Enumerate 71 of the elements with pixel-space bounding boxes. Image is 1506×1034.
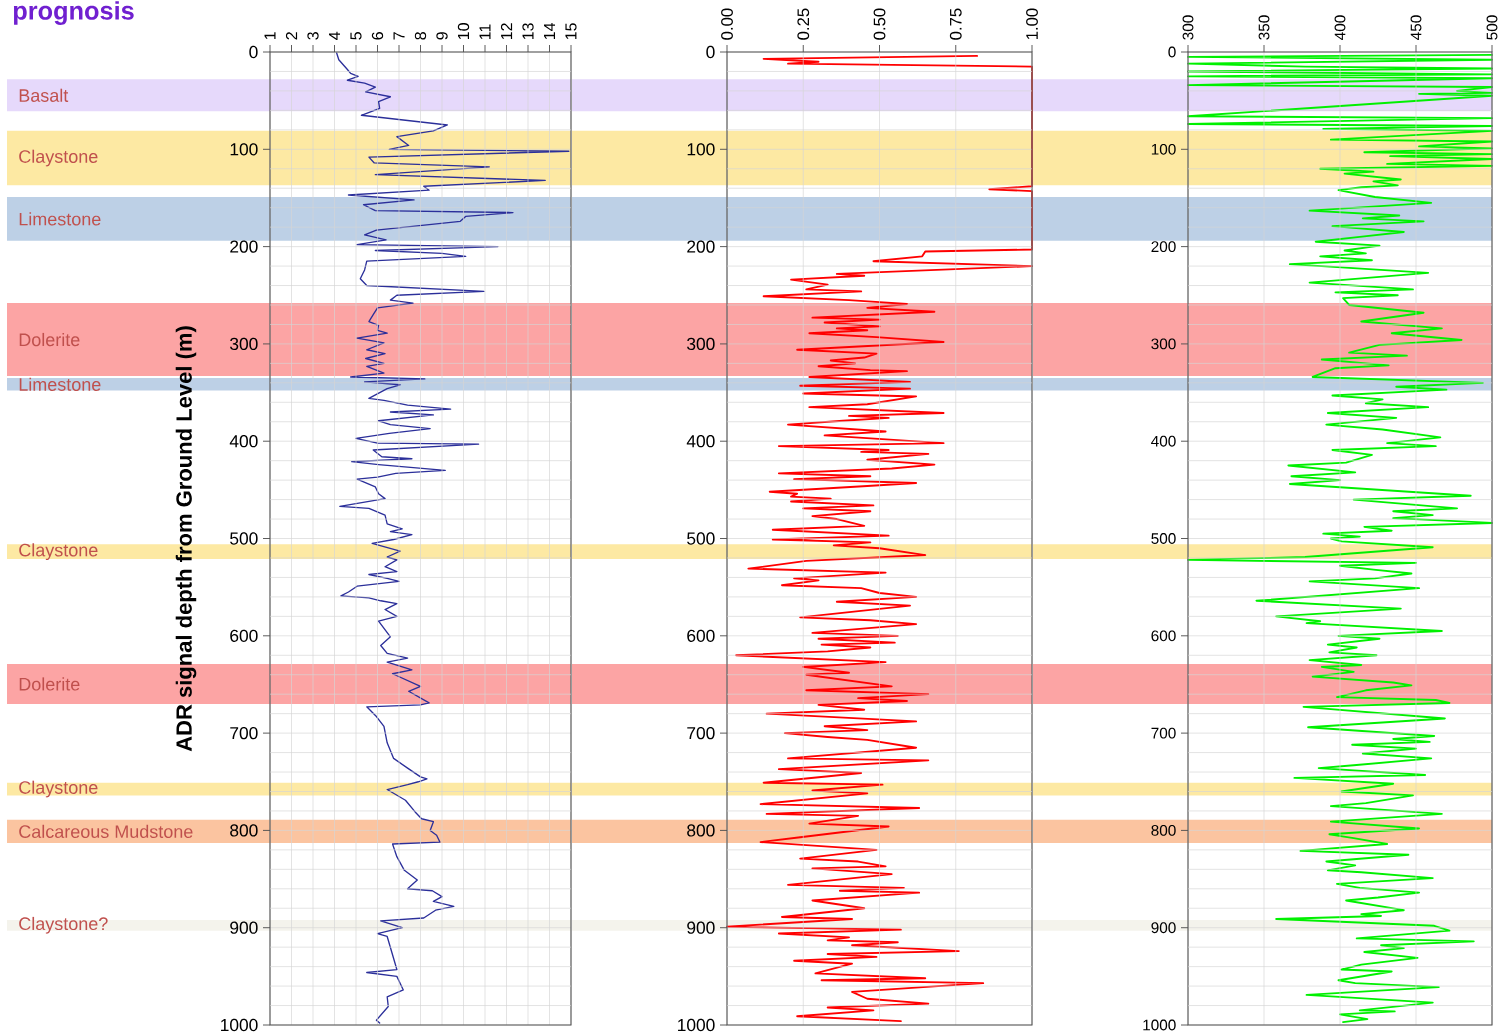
- x-tick-label: 13: [522, 23, 534, 40]
- band-label: Dolerite: [19, 332, 80, 347]
- x-tick-label: 14: [544, 22, 556, 40]
- y-tick-label: 300: [1151, 338, 1176, 350]
- y-tick-label: 1000: [221, 1018, 258, 1032]
- x-tick-label: 7: [393, 32, 405, 40]
- y-tick-label: 700: [230, 726, 258, 740]
- x-tick-label: 0.50: [873, 8, 886, 40]
- x-tick-label: 3: [307, 32, 319, 40]
- y-tick-label: 500: [1151, 533, 1176, 544]
- y-tick-label: 200: [1151, 241, 1176, 253]
- y-tick-label: 300: [687, 337, 715, 351]
- y-tick-label: 1000: [678, 1018, 715, 1032]
- y-tick-label: 700: [1151, 727, 1176, 739]
- y-tick-label: 800: [230, 824, 258, 837]
- y-tick-label: 800: [687, 824, 715, 837]
- y-tick-label: 300: [230, 337, 258, 351]
- band-label: Claystone: [19, 780, 98, 798]
- x-tick-label: 0.00: [721, 8, 733, 40]
- x-tick-label: 9: [436, 32, 448, 40]
- line-series: [335, 52, 570, 1024]
- y-tick-label: 900: [230, 921, 258, 934]
- y-tick-label: 100: [687, 143, 715, 156]
- x-tick-label: 15: [565, 23, 577, 40]
- y-tick-label: 600: [687, 629, 715, 642]
- x-tick-label: 12: [500, 23, 513, 40]
- y-tick-label: 900: [1151, 922, 1176, 934]
- x-tick-label: 400: [1334, 15, 1346, 40]
- band-label: Calcareous Mudstone: [19, 824, 193, 838]
- band-label: Claystone: [19, 149, 98, 167]
- band-label: Limestone: [19, 377, 101, 391]
- x-tick-label: 450: [1410, 15, 1422, 40]
- chart-title: prognosis: [13, 1, 134, 25]
- band-label: Basalt: [19, 88, 69, 102]
- x-tick-label: 500: [1486, 15, 1498, 40]
- x-tick-label: 0.25: [797, 8, 810, 40]
- y-tick-label: 900: [687, 921, 715, 934]
- x-tick-label: 4: [329, 31, 341, 40]
- x-tick-label: 1.00: [1026, 8, 1038, 40]
- x-tick-label: 8: [414, 32, 427, 40]
- x-tick-label: 6: [371, 32, 384, 40]
- y-tick-label: 100: [230, 143, 258, 156]
- x-tick-label: 5: [350, 32, 362, 40]
- x-tick-label: 11: [479, 24, 491, 40]
- y-tick-label: 500: [230, 532, 258, 545]
- x-tick-label: 0.75: [949, 8, 962, 40]
- y-tick-label: 200: [687, 240, 715, 253]
- y-tick-label: 400: [229, 435, 258, 448]
- y-tick-label: 500: [687, 532, 715, 545]
- band-label: Dolerite: [19, 677, 80, 691]
- band-label: Claystone: [19, 543, 98, 561]
- y-tick-label: 0: [706, 45, 715, 59]
- y-tick-label: 100: [1151, 143, 1176, 155]
- x-tick-label: 350: [1258, 15, 1270, 40]
- y-axis-title: ADR signal depth from Ground Level (m): [175, 326, 197, 752]
- y-tick-label: 0: [1168, 46, 1176, 58]
- x-tick-label: 300: [1182, 15, 1194, 40]
- band-label: Claystone?: [19, 916, 108, 934]
- y-tick-label: 700: [687, 726, 715, 740]
- y-tick-label: 0: [249, 45, 258, 59]
- y-tick-label: 400: [1151, 435, 1176, 447]
- y-tick-label: 800: [1151, 824, 1176, 836]
- x-tick-label: 1: [264, 32, 276, 40]
- y-tick-label: 1000: [1143, 1019, 1176, 1031]
- x-tick-label: 10: [457, 23, 470, 40]
- y-tick-label: 400: [686, 435, 715, 448]
- band-label: Limestone: [19, 212, 101, 226]
- y-tick-label: 600: [1151, 630, 1176, 642]
- y-tick-label: 200: [230, 240, 258, 253]
- x-tick-label: 2: [285, 32, 298, 40]
- y-tick-label: 600: [230, 629, 258, 642]
